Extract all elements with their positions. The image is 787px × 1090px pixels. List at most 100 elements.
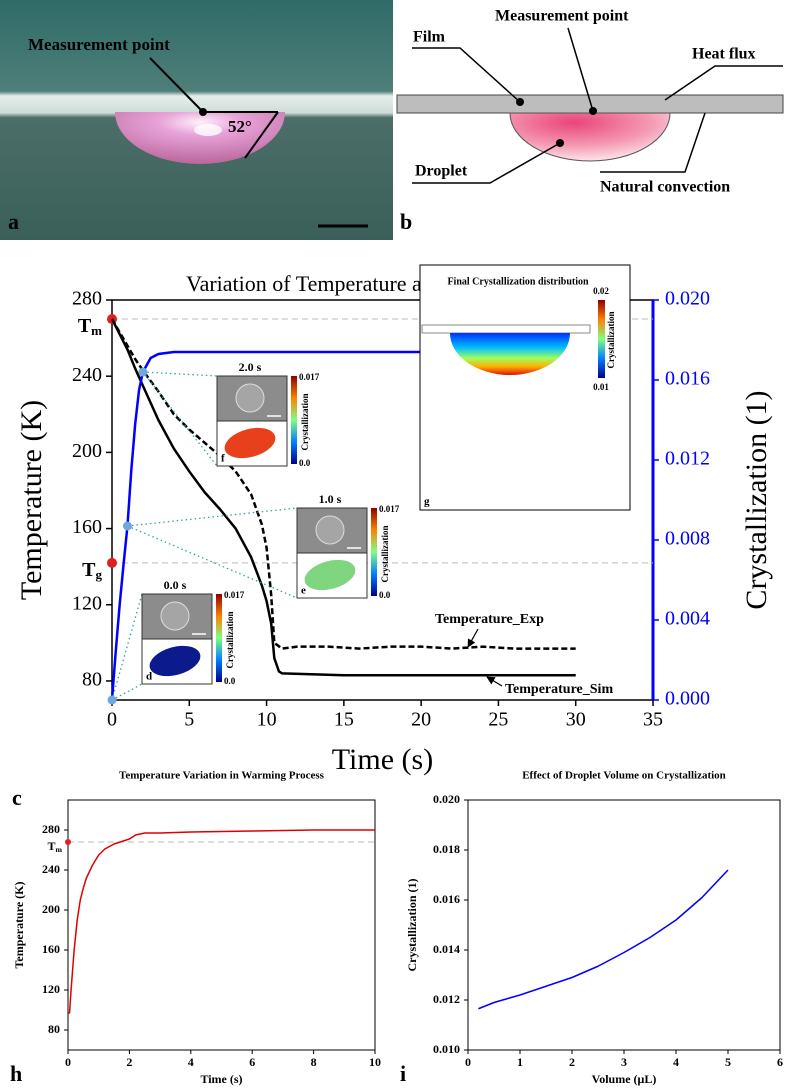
reference-dot bbox=[107, 314, 117, 325]
x-tick-label: 10 bbox=[369, 1055, 381, 1069]
x-tick-label: 20 bbox=[411, 709, 431, 731]
series-line bbox=[110, 350, 576, 701]
colorbar bbox=[371, 508, 377, 596]
plot-frame bbox=[67, 799, 376, 1051]
colorbar-max: 0.017 bbox=[299, 372, 320, 382]
final-inset-title: Final Crystallization distribution bbox=[447, 276, 589, 287]
leader-line bbox=[412, 47, 521, 103]
label-arrow bbox=[486, 676, 503, 687]
y-tick-label: 0.012 bbox=[433, 992, 460, 1006]
x-tick-label: 25 bbox=[488, 709, 508, 731]
connector bbox=[142, 371, 218, 377]
panel-letter: b bbox=[400, 209, 412, 234]
x-tick-label: 2 bbox=[126, 1055, 132, 1069]
y-tick-label: 0.010 bbox=[433, 1042, 460, 1056]
colorbar bbox=[291, 376, 297, 464]
photo-highlight bbox=[194, 124, 222, 136]
x-axis-label: Time (s) bbox=[200, 1072, 242, 1086]
y2-tick-label: 0.008 bbox=[665, 528, 710, 550]
connector bbox=[111, 593, 143, 701]
series-line bbox=[478, 869, 729, 1010]
y-tick-label: 0.020 bbox=[433, 792, 460, 806]
inset-photo-drop bbox=[160, 601, 190, 631]
y-tick-label: 240 bbox=[72, 364, 102, 386]
y-tick-label: 160 bbox=[72, 516, 102, 538]
y-tick-label: 0.018 bbox=[433, 842, 460, 856]
inset-letter: e bbox=[301, 585, 306, 597]
y2-tick-label: 0.012 bbox=[665, 448, 710, 470]
reference-subscript: m bbox=[56, 845, 63, 854]
y-axis-label: Crystallization (1) bbox=[405, 879, 419, 972]
x-tick-label: 35 bbox=[643, 709, 663, 731]
x-tick-label: 30 bbox=[566, 709, 586, 731]
y-tick-label: 120 bbox=[72, 592, 102, 614]
reference-dot bbox=[107, 557, 117, 568]
leader-line bbox=[567, 27, 594, 112]
connector bbox=[127, 507, 298, 527]
x-tick-label: 6 bbox=[777, 1055, 783, 1069]
colorbar-max: 0.017 bbox=[379, 504, 400, 514]
label: Film bbox=[413, 29, 446, 46]
inset-photo-drop bbox=[235, 383, 265, 413]
x-tick-label: 10 bbox=[257, 709, 277, 731]
leader-line bbox=[600, 112, 706, 173]
x-tick-label: 0 bbox=[465, 1055, 471, 1069]
droplet bbox=[509, 112, 671, 162]
y-tick-label: 160 bbox=[42, 942, 60, 956]
x-tick-label: 15 bbox=[334, 709, 354, 731]
y-tick-label: 120 bbox=[42, 982, 60, 996]
reference-text: T bbox=[82, 558, 96, 580]
y2-axis-label: Crystallization (1) bbox=[740, 390, 773, 609]
inset-photo-drop bbox=[315, 515, 345, 545]
marker bbox=[107, 695, 117, 705]
reference-subscript: m bbox=[91, 323, 102, 338]
y2-tick-label: 0.016 bbox=[665, 368, 710, 390]
final-inset-letter: g bbox=[424, 496, 430, 508]
final-drop bbox=[450, 333, 570, 375]
photo-droplet bbox=[115, 112, 285, 164]
inset-letter: d bbox=[146, 671, 152, 683]
x-tick-label: 5 bbox=[725, 1055, 731, 1069]
panel-letter: c bbox=[12, 785, 22, 810]
chart-title: Effect of Droplet Volume on Crystallizat… bbox=[522, 770, 726, 782]
colorbar-min: 0.01 bbox=[593, 382, 609, 392]
x-tick-label: 4 bbox=[188, 1055, 194, 1069]
series-label: Temperature_Exp bbox=[435, 612, 544, 627]
reference-subscript: g bbox=[96, 567, 103, 582]
final-film bbox=[421, 324, 591, 334]
panel-letter: h bbox=[10, 1061, 22, 1086]
x-tick-label: 5 bbox=[184, 709, 194, 731]
reference-label: Tm bbox=[78, 315, 102, 338]
colorbar-max: 0.017 bbox=[224, 590, 245, 600]
x-axis-label: Time (s) bbox=[332, 743, 433, 776]
inset-time: 1.0 s bbox=[319, 492, 342, 506]
leader-line bbox=[149, 57, 204, 113]
marker bbox=[122, 521, 132, 531]
y-tick-label: 240 bbox=[42, 862, 60, 876]
inset-time: 2.0 s bbox=[239, 360, 262, 374]
reference-label: Tm bbox=[47, 839, 62, 854]
plot-frame bbox=[467, 799, 781, 1051]
y-tick-label: 200 bbox=[72, 440, 102, 462]
panel-letter: a bbox=[8, 209, 19, 234]
y2-tick-label: 0.020 bbox=[665, 288, 710, 310]
reference-dot bbox=[65, 839, 71, 845]
series-line bbox=[68, 829, 375, 1014]
y2-tick-label: 0.004 bbox=[665, 608, 710, 630]
inset-time: 0.0 s bbox=[164, 578, 187, 592]
inset-photo bbox=[141, 593, 213, 640]
y-axis-label: Temperature (K) bbox=[15, 400, 48, 600]
y-axis-label: Temperature (K) bbox=[12, 882, 26, 969]
reference-text: T bbox=[47, 839, 55, 853]
colorbar-min: 0.0 bbox=[299, 458, 311, 468]
y2-tick-label: 0.000 bbox=[665, 688, 710, 710]
label: Heat flux bbox=[692, 46, 756, 63]
y-tick-label: 280 bbox=[72, 288, 102, 310]
x-axis-label: Volume (μL) bbox=[592, 1072, 657, 1086]
colorbar-label: Crystallization bbox=[300, 394, 310, 451]
y-tick-label: 80 bbox=[82, 669, 102, 691]
x-tick-label: 3 bbox=[621, 1055, 627, 1069]
colorbar-label: Crystallization bbox=[380, 526, 390, 583]
colorbar-min: 0.0 bbox=[224, 676, 236, 686]
x-tick-label: 2 bbox=[569, 1055, 575, 1069]
